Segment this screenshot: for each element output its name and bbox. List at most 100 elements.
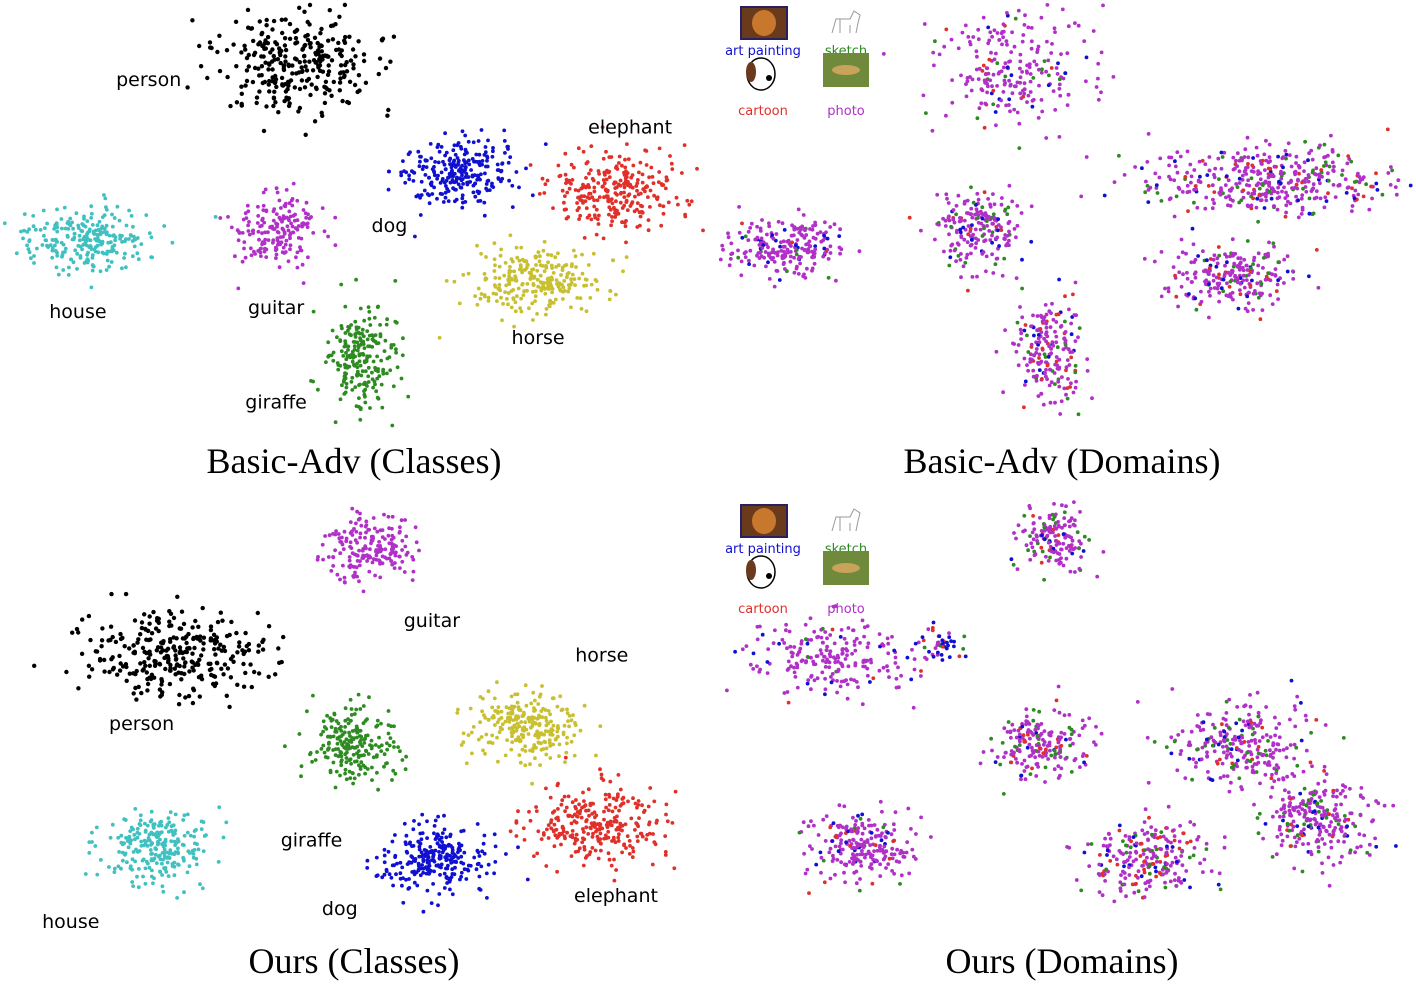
scatter-point xyxy=(495,720,500,725)
scatter-point xyxy=(305,37,311,43)
scatter-point xyxy=(458,877,462,882)
scatter-point xyxy=(1326,171,1330,176)
scatter-point xyxy=(166,874,171,878)
scatter-point xyxy=(338,539,343,544)
scatter-point xyxy=(1217,299,1221,304)
scatter-point xyxy=(1001,390,1005,395)
scatter-point xyxy=(545,729,550,734)
scatter-point xyxy=(1001,29,1006,34)
scatter-point xyxy=(1396,178,1401,183)
scatter-point xyxy=(331,350,336,355)
scatter-point xyxy=(335,736,340,741)
scatter-point xyxy=(349,546,354,550)
scatter-point xyxy=(186,693,192,699)
scatter-point xyxy=(483,716,488,720)
scatter-point xyxy=(1009,50,1014,54)
scatter-point xyxy=(794,243,798,248)
scatter-point xyxy=(1284,203,1289,208)
scatter-point xyxy=(132,833,137,837)
scatter-point xyxy=(625,183,630,188)
scatter-point xyxy=(1235,185,1240,190)
scatter-point xyxy=(1007,59,1011,64)
scatter-point xyxy=(577,846,582,851)
scatter-point xyxy=(452,143,457,148)
scatter-point xyxy=(1357,180,1362,185)
scatter-point xyxy=(128,829,133,833)
scatter-point xyxy=(1065,51,1070,56)
scatter-point xyxy=(1057,365,1062,370)
scatter-point xyxy=(548,756,553,760)
scatter-point xyxy=(625,834,630,838)
scatter-point xyxy=(837,234,842,239)
scatter-point xyxy=(259,254,263,258)
scatter-point xyxy=(937,222,941,227)
scatter-point xyxy=(922,22,927,26)
scatter-point xyxy=(579,194,584,199)
scatter-point xyxy=(461,740,466,745)
scatter-point xyxy=(574,265,578,269)
scatter-point xyxy=(351,62,356,67)
scatter-point xyxy=(1099,90,1103,95)
scatter-point xyxy=(460,193,465,198)
scatter-point xyxy=(566,283,571,287)
scatter-point xyxy=(503,290,507,294)
scatter-point xyxy=(628,844,632,848)
scatter-point xyxy=(33,227,38,232)
scatter-point xyxy=(615,192,619,197)
scatter-point xyxy=(1276,154,1280,159)
scatter-point xyxy=(90,223,95,227)
scatter-point xyxy=(311,58,317,63)
scatter-point xyxy=(216,860,221,864)
scatter-point xyxy=(100,215,105,220)
scatter-point xyxy=(1073,21,1077,25)
scatter-point xyxy=(1025,100,1029,104)
scatter-point xyxy=(2,221,7,226)
scatter-point xyxy=(159,830,164,835)
scatter-point xyxy=(361,763,366,768)
scatter-point xyxy=(990,230,995,235)
scatter-point xyxy=(1020,286,1024,291)
scatter-point xyxy=(1044,367,1048,372)
scatter-point xyxy=(564,805,569,810)
scatter-point xyxy=(1028,357,1033,361)
scatter-point xyxy=(990,84,994,89)
scatter-point xyxy=(191,636,196,642)
scatter-point xyxy=(1015,223,1020,228)
scatter-point xyxy=(1057,135,1062,139)
scatter-point xyxy=(1285,193,1290,198)
scatter-point xyxy=(297,105,303,111)
scatter-point xyxy=(438,873,442,877)
scatter-point xyxy=(365,329,370,333)
scatter-point xyxy=(1261,266,1265,270)
scatter-point xyxy=(531,746,536,751)
scatter-point xyxy=(303,64,308,69)
scatter-point xyxy=(213,637,218,642)
scatter-point xyxy=(621,269,625,274)
scatter-point xyxy=(545,827,549,832)
scatter-point xyxy=(1276,297,1280,301)
scatter-point xyxy=(1314,166,1319,171)
scatter-point xyxy=(954,230,959,235)
scatter-point xyxy=(451,160,456,164)
scatter-point xyxy=(538,273,543,278)
scatter-point xyxy=(1215,261,1220,266)
scatter-point xyxy=(663,834,668,838)
scatter-point xyxy=(1053,382,1057,386)
scatter-point xyxy=(355,361,359,366)
scatter-point xyxy=(294,255,298,260)
scatter-point xyxy=(448,156,453,161)
scatter-point xyxy=(975,54,979,59)
scatter-point xyxy=(378,323,382,327)
scatter-point xyxy=(1244,263,1249,268)
scatter-point xyxy=(582,847,587,852)
scatter-point xyxy=(310,759,314,764)
scatter-point xyxy=(647,175,651,180)
scatter-point xyxy=(944,192,949,197)
scatter-point xyxy=(143,881,148,886)
scatter-point xyxy=(1198,174,1202,179)
scatter-point xyxy=(803,276,808,280)
scatter-point xyxy=(327,353,331,358)
scatter-point xyxy=(766,245,770,250)
scatter-point xyxy=(542,281,547,285)
scatter-point xyxy=(338,551,343,556)
